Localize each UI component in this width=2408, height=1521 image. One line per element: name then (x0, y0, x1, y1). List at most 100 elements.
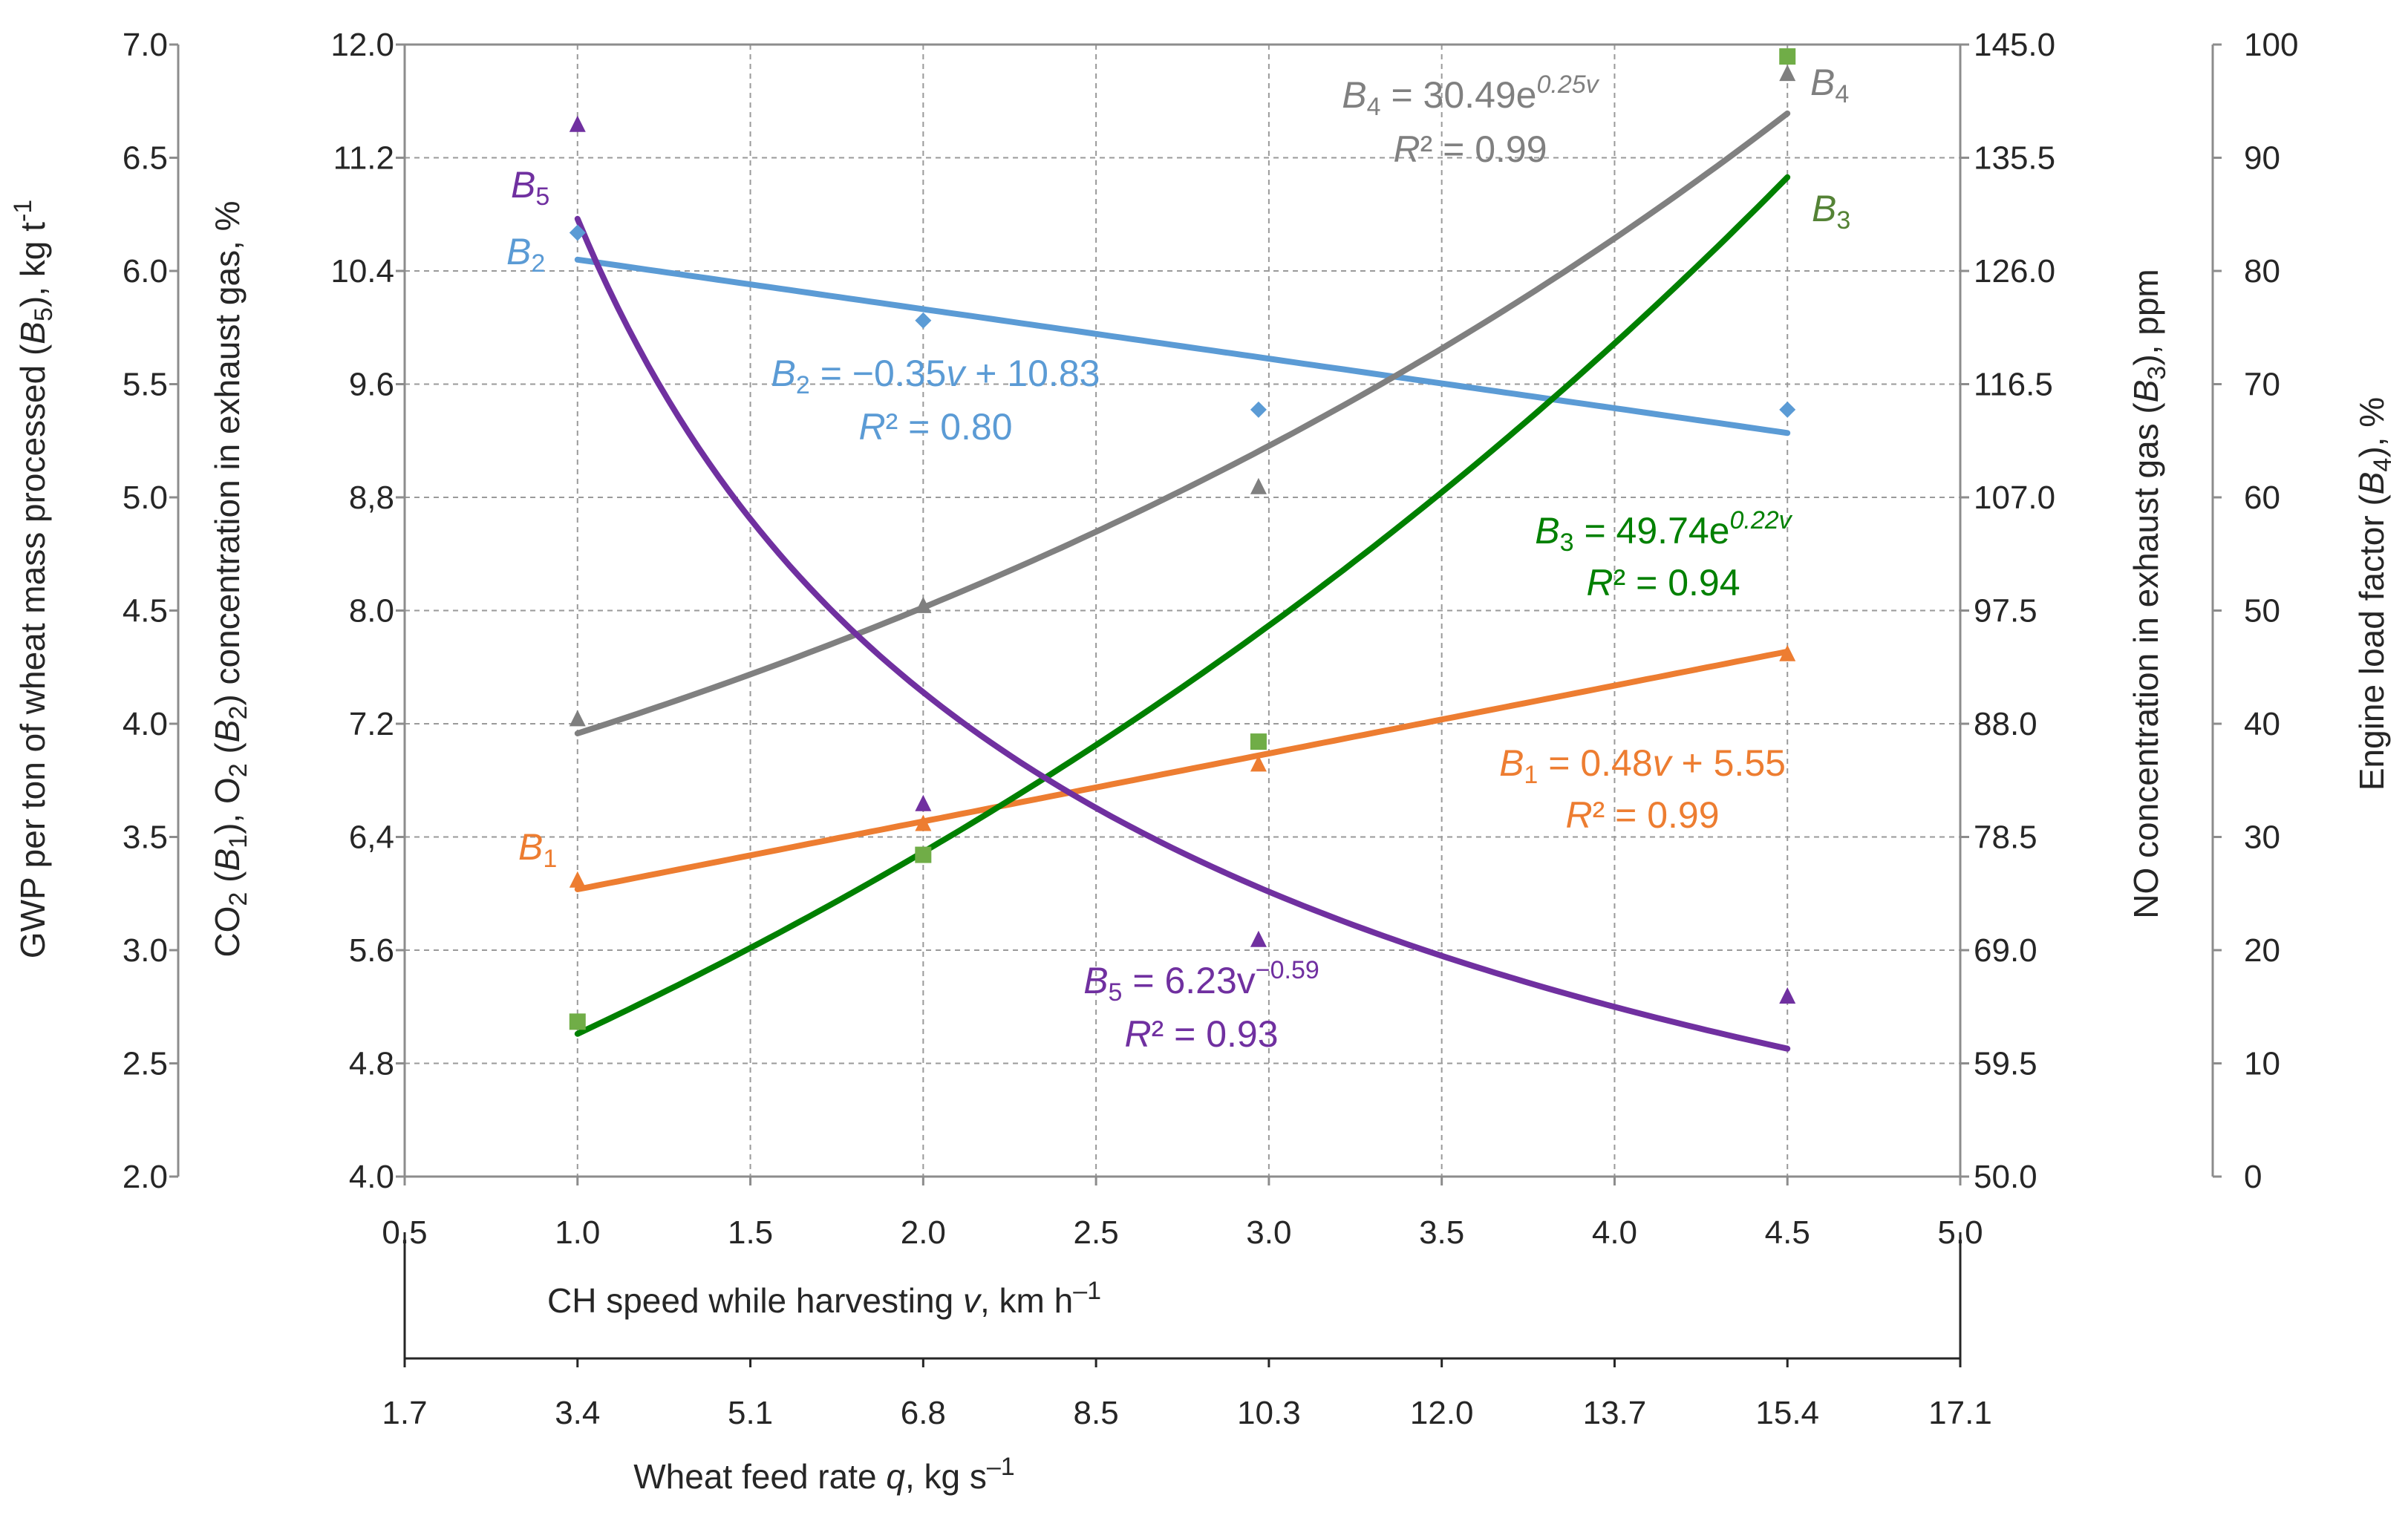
y-gwp-tick-label: 2.0 (123, 1159, 168, 1195)
y-no-tick-label: 59.5 (1974, 1046, 2037, 1082)
x-tick-label: 0.5 (382, 1214, 427, 1251)
y-load-tick-label: 0 (2244, 1159, 2262, 1195)
y-gas-tick-label: 4.0 (349, 1159, 394, 1195)
b3-label: B3 (1812, 188, 1850, 235)
x2-tick-label: 12.0 (1410, 1395, 1474, 1431)
y-gwp-tick-label: 7.0 (123, 27, 168, 63)
b1-fit-line (574, 648, 1791, 892)
b4-point (915, 596, 932, 613)
y-load-tick-label: 70 (2244, 367, 2280, 403)
b3-point (569, 1013, 586, 1030)
b3-equation: B3 = 49.74e0.22v (1535, 506, 1792, 557)
y-gas-tick-label: 10.4 (330, 253, 394, 290)
y-load-tick-label: 60 (2244, 480, 2280, 516)
y-gwp-axis-title: GWP per ton of wheat mass processed (B5)… (9, 200, 58, 958)
b2-label: B2 (506, 231, 545, 278)
b1-point (915, 814, 932, 831)
x2-tick-label: 13.7 (1583, 1395, 1647, 1431)
y-gwp-tick-label: 3.5 (123, 820, 168, 856)
b4-fit-line (574, 110, 1791, 736)
b4-point (569, 710, 586, 727)
b2-point (915, 312, 932, 329)
y-gwp-tick-label: 5.0 (123, 480, 168, 516)
b1-point (569, 871, 586, 888)
x-tick-label: 1.5 (728, 1214, 773, 1251)
x-tick-label: 3.0 (1246, 1214, 1291, 1251)
y-load-tick-label: 30 (2244, 820, 2280, 856)
y-no-axis-title: NO concentration in exhaust gas (B3), pp… (2127, 269, 2171, 918)
y-gwp-tick-label: 2.5 (123, 1046, 168, 1082)
y-gas-tick-label: 12.0 (330, 27, 394, 63)
x-tick-label: 2.0 (901, 1214, 946, 1251)
y-no-tick-label: 69.0 (1974, 932, 2037, 969)
b2-equation: B2 = −0.35v + 10.83 (771, 353, 1100, 399)
y-load-tick-label: 80 (2244, 253, 2280, 290)
y-no-tick-label: 116.5 (1974, 367, 2053, 403)
x2-tick-label: 3.4 (555, 1395, 600, 1431)
y-no-tick-label: 88.0 (1974, 706, 2037, 742)
b4-r2: R² = 0.99 (1393, 128, 1547, 170)
b2-fit-line (574, 256, 1791, 436)
y-load-tick-label: 90 (2244, 140, 2280, 177)
y-gwp-tick-label: 6.0 (123, 253, 168, 290)
x2-tick-label: 17.1 (1928, 1395, 1992, 1431)
y-gas-tick-label: 7.2 (349, 706, 394, 742)
y-gwp-tick-label: 6.5 (123, 140, 168, 177)
b5-point (569, 115, 586, 132)
y-no-tick-label: 126.0 (1974, 253, 2055, 290)
x2-tick-label: 5.1 (728, 1395, 773, 1431)
b5-fit-line (574, 215, 1791, 1052)
x-tick-label: 2.5 (1074, 1214, 1119, 1251)
b3-r2: R² = 0.94 (1586, 562, 1740, 604)
y-load-axis-title: Engine load factor (B4), % (2352, 397, 2397, 791)
y-load-tick-label: 100 (2244, 27, 2298, 63)
fit-lines (574, 110, 1791, 1052)
b5-label: B5 (511, 164, 549, 211)
y-load-tick-label: 40 (2244, 706, 2280, 742)
x2-axis-title: Wheat feed rate q, kg s–1 (633, 1453, 1014, 1496)
x-tick-label: 1.0 (555, 1214, 600, 1251)
x-tick-label: 5.0 (1937, 1214, 1983, 1251)
b4-point (1250, 477, 1267, 494)
b5-r2: R² = 0.93 (1124, 1013, 1278, 1055)
x-tick-label: 3.5 (1419, 1214, 1464, 1251)
y-load-tick-label: 10 (2244, 1046, 2280, 1082)
b3-fit-line (574, 174, 1791, 1037)
b5-point (915, 794, 932, 811)
x2-tick-label: 10.3 (1237, 1395, 1301, 1431)
b4-label: B4 (1810, 62, 1849, 108)
b2-point (569, 224, 586, 241)
x-tick-label: 4.5 (1765, 1214, 1810, 1251)
y-load-tick-label: 50 (2244, 593, 2280, 629)
b2-point (1779, 401, 1796, 418)
b1-r2: R² = 0.99 (1565, 794, 1719, 836)
b1-point (1779, 644, 1796, 661)
y-gas-tick-label: 8,8 (349, 480, 394, 516)
b2-r2: R² = 0.80 (858, 406, 1012, 448)
y-gas-axis-title: CO2 (B1), O2 (B2) concentration in exhau… (208, 200, 252, 957)
x2-tick-label: 1.7 (382, 1395, 427, 1431)
x2-tick-label: 6.8 (901, 1395, 946, 1431)
y-no-tick-label: 50.0 (1974, 1159, 2037, 1195)
x-axis-title: CH speed while harvesting v, km h–1 (547, 1277, 1101, 1320)
b5-point (1250, 930, 1267, 947)
b1-equation: B1 = 0.48v + 5.55 (1499, 742, 1786, 789)
axes (169, 43, 2222, 1367)
y-no-tick-label: 107.0 (1974, 480, 2055, 516)
y-load-tick-label: 20 (2244, 932, 2280, 969)
b5-equation: B5 = 6.23v−0.59 (1083, 956, 1319, 1007)
y-no-tick-label: 78.5 (1974, 820, 2037, 856)
y-gas-tick-label: 5.6 (349, 932, 394, 969)
y-no-tick-label: 97.5 (1974, 593, 2037, 629)
b1-point (1250, 755, 1267, 772)
y-gas-tick-label: 8.0 (349, 593, 394, 629)
b4-equation: B4 = 30.49e0.25v (1342, 71, 1599, 121)
b3-point (1250, 733, 1267, 750)
grid (405, 45, 1960, 1177)
y-gwp-tick-label: 4.5 (123, 593, 168, 629)
b3-point (915, 846, 932, 863)
b1-label: B1 (518, 826, 557, 873)
y-gwp-tick-label: 3.0 (123, 932, 168, 969)
y-gas-tick-label: 11.2 (333, 140, 394, 177)
